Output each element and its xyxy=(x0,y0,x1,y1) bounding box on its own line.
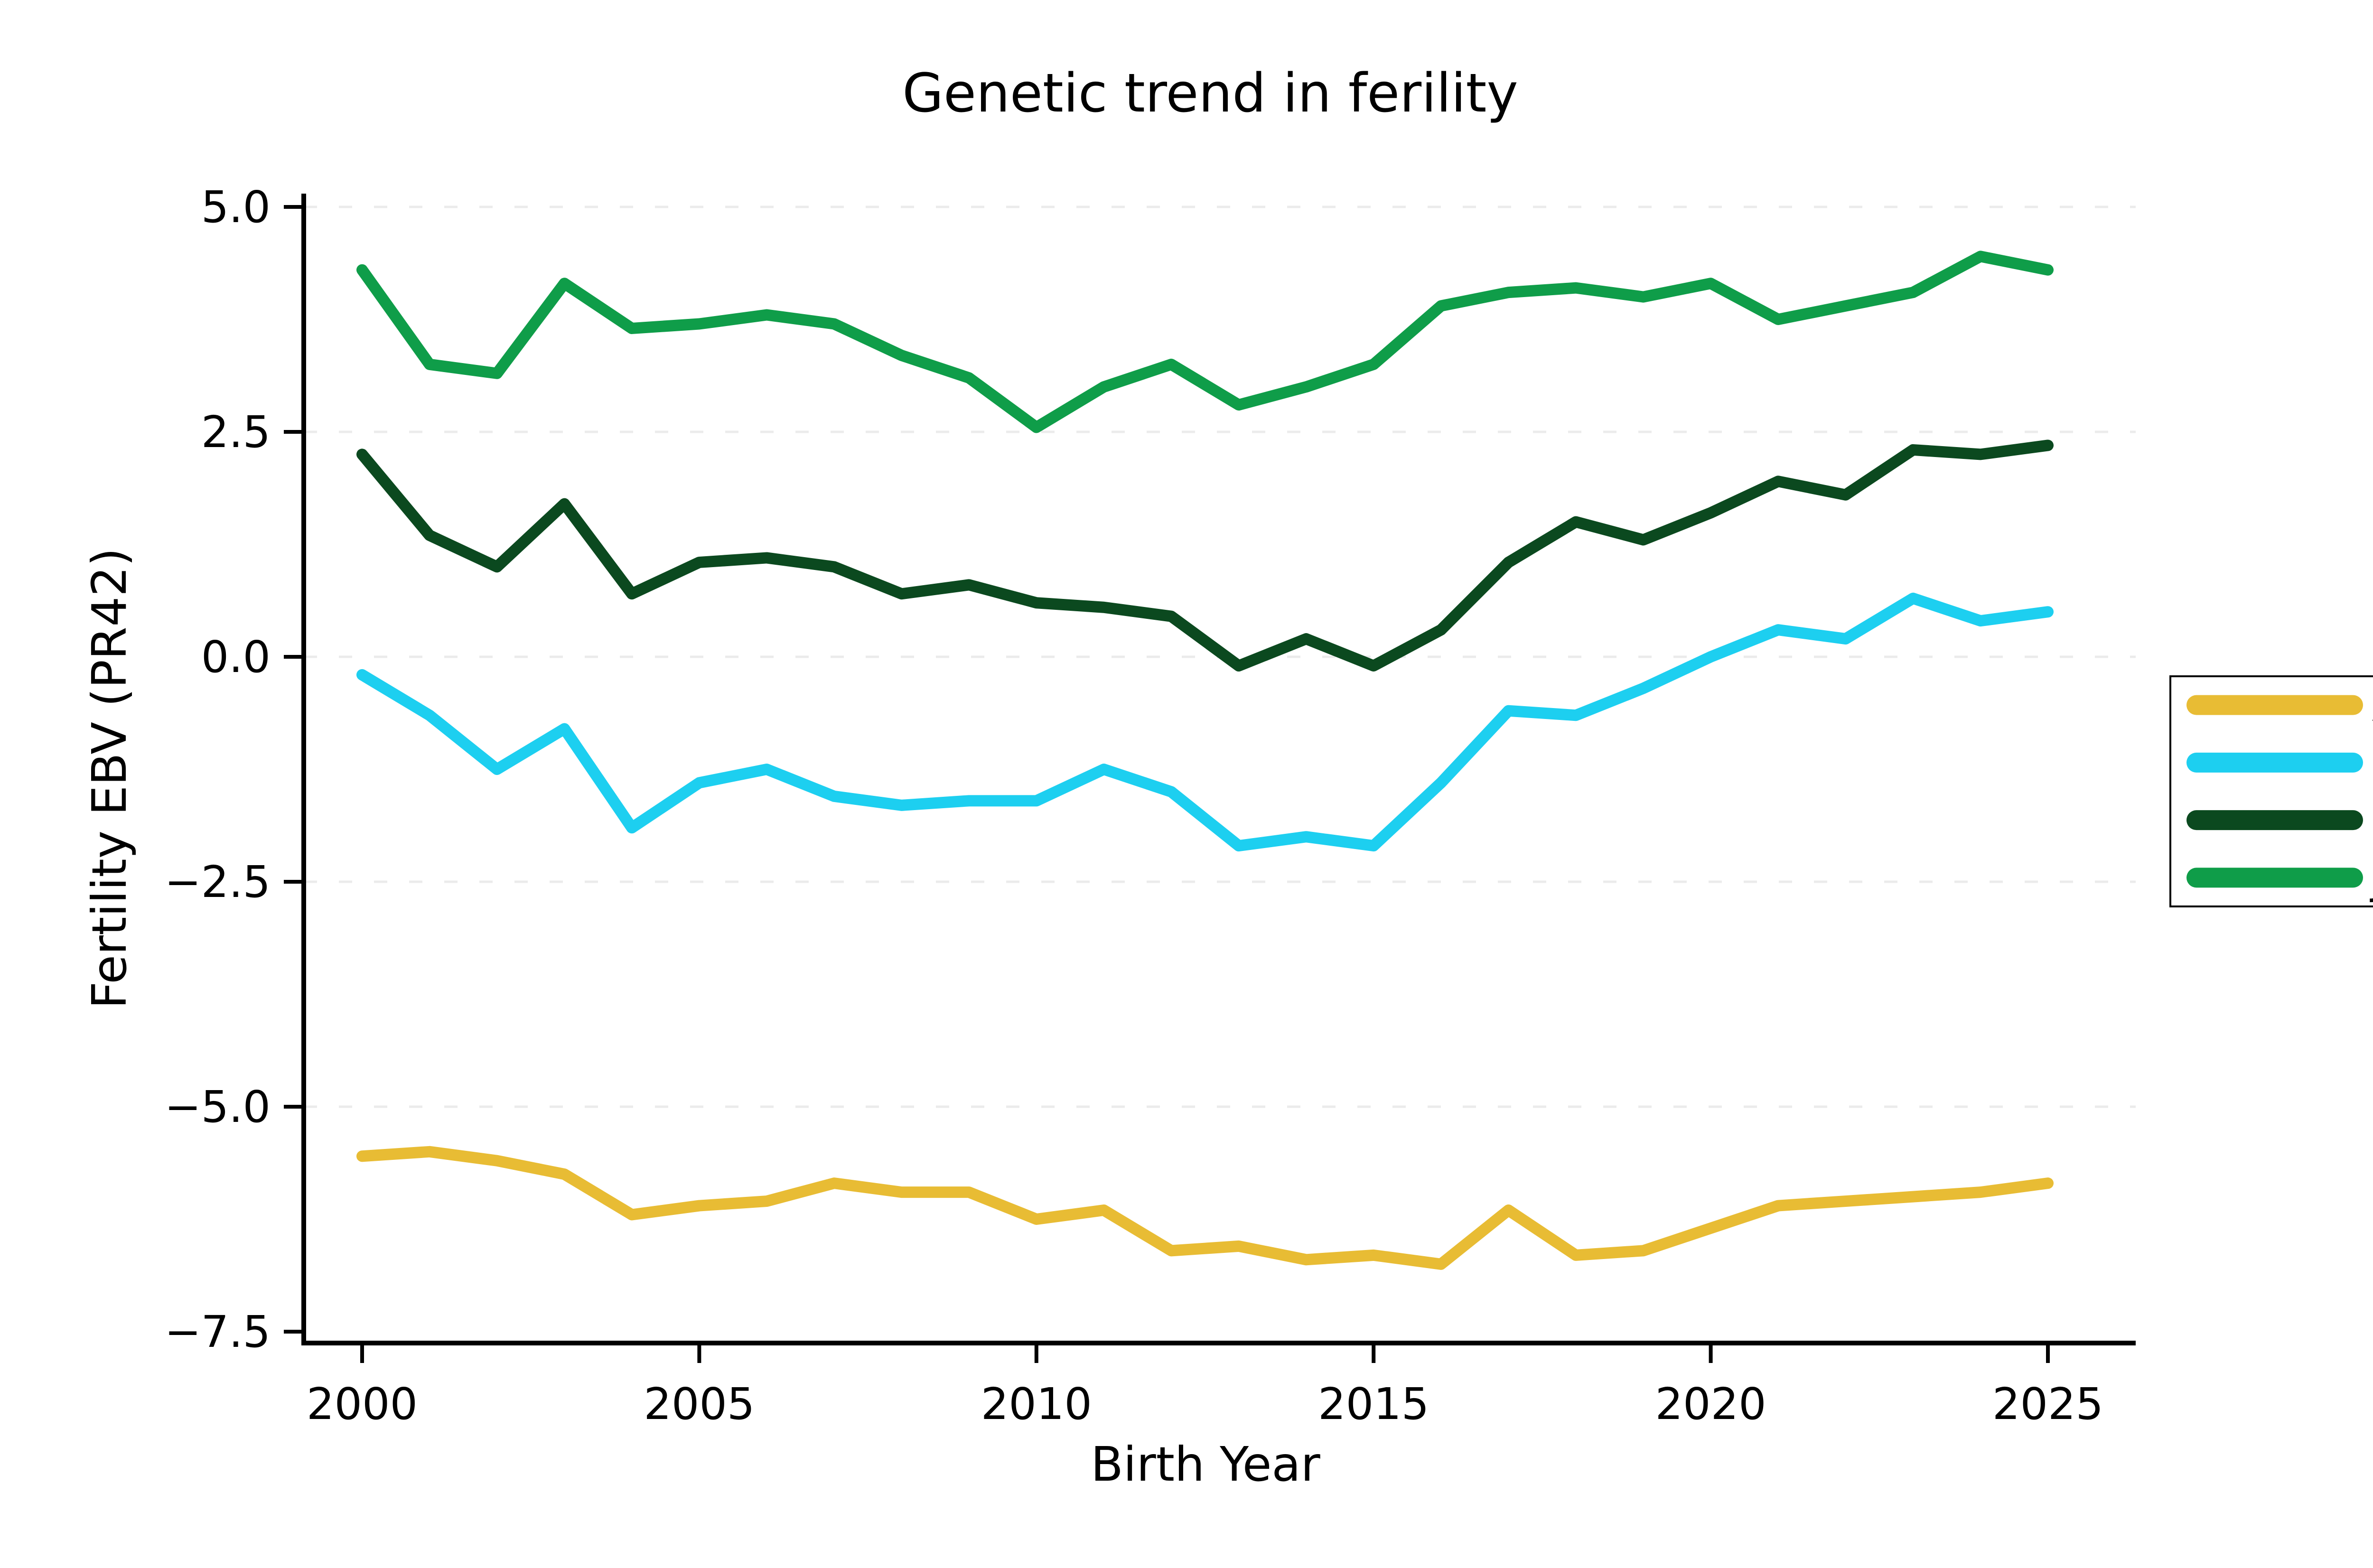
y-tick-label--5: −5.0 xyxy=(165,1082,271,1132)
series-line-A xyxy=(356,1146,2054,1270)
y-axis-label: Fertility EBV (PR42) xyxy=(82,548,137,1008)
x-tick-label-2020: 2020 xyxy=(1655,1379,1766,1429)
y-tick-label-0: 0.0 xyxy=(201,632,271,682)
axes-layer xyxy=(301,194,2136,1345)
x-axis-label: Birth Year xyxy=(1091,1437,1320,1492)
chart-title: Genetic trend in ferility xyxy=(902,63,1518,124)
y-tick-label-2.5: 2.5 xyxy=(201,407,271,457)
x-tick-label-2025: 2025 xyxy=(1992,1379,2103,1429)
legend-label-HFJ: HFJ xyxy=(2372,795,2373,846)
legend: AHFHFJJ xyxy=(2169,675,2373,907)
tick-labels-layer: 5.0 2.5 0.0 −2.5 −5.0 −7.5 2000 2005 2010 2015 202… xyxy=(165,182,2103,1429)
legend-label-HF: HF xyxy=(2372,738,2373,789)
y-tick-label--2.5: −2.5 xyxy=(165,857,271,907)
x-tick-label-2005: 2005 xyxy=(644,1379,755,1429)
series-line-HFJ xyxy=(356,439,2054,672)
x-tick-label-2000: 2000 xyxy=(307,1379,418,1429)
y-tick-label--7.5: −7.5 xyxy=(165,1307,271,1357)
series-line-J xyxy=(356,251,2054,433)
x-tick-label-2010: 2010 xyxy=(981,1379,1092,1429)
series-line-HF xyxy=(356,592,2054,852)
legend-items: AHFHFJJ xyxy=(2186,681,2373,904)
legend-label-A: A xyxy=(2372,681,2373,731)
x-tick-label-2015: 2015 xyxy=(1318,1379,1429,1429)
y-tick-label-5: 5.0 xyxy=(201,182,271,233)
series-lines-layer xyxy=(356,251,2054,1270)
